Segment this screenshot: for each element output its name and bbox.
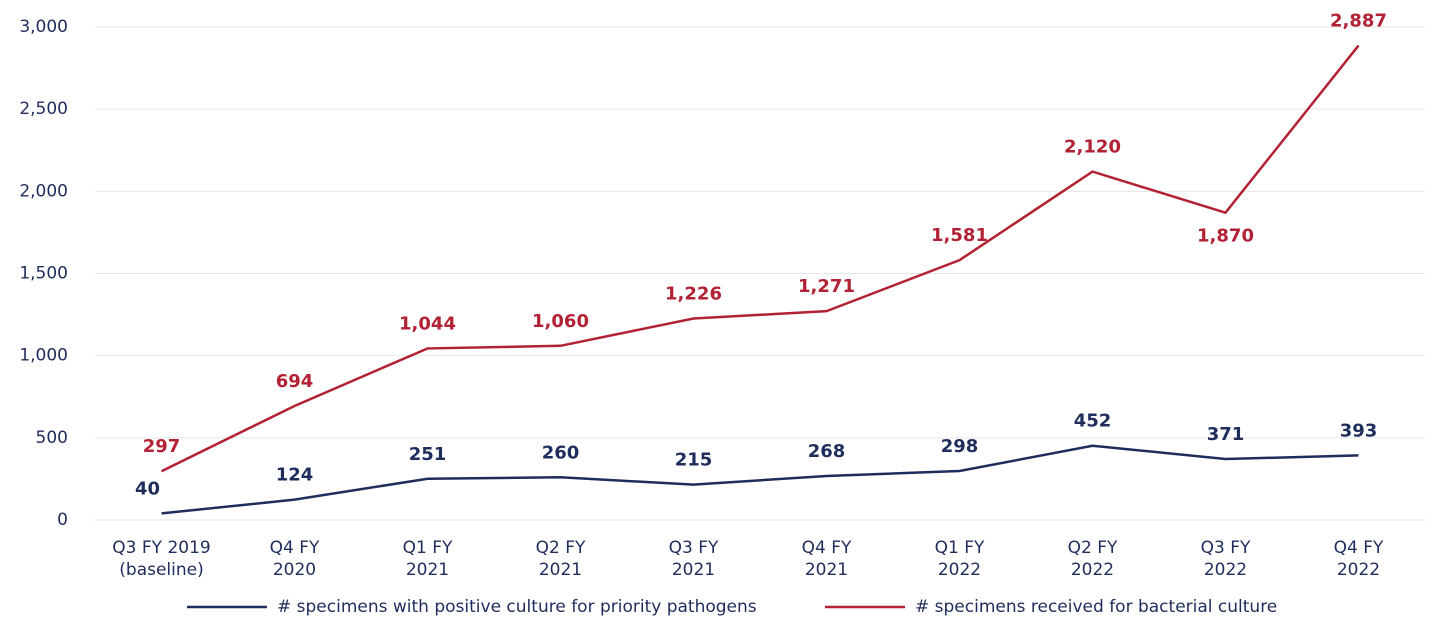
- y-tick-label: 1,000: [19, 346, 68, 366]
- series-line: [161, 444, 1359, 515]
- x-tick-label: Q3 FY 2021: [669, 538, 719, 580]
- data-label: 297: [143, 436, 181, 457]
- data-label: 694: [276, 371, 314, 392]
- y-tick-label: 1,500: [19, 264, 68, 284]
- data-label: 371: [1207, 424, 1245, 445]
- data-label: 251: [409, 444, 447, 465]
- data-label: 215: [675, 450, 713, 471]
- x-tick-label: Q4 FY 2020: [270, 538, 320, 580]
- y-tick-label: 2,000: [19, 181, 68, 201]
- x-tick-label: Q1 FY 2022: [935, 538, 985, 580]
- y-tick-label: 3,000: [19, 17, 68, 37]
- x-tick-label: Q1 FY 2021: [403, 538, 453, 580]
- data-label: 452: [1074, 411, 1112, 432]
- y-tick-label: 2,500: [19, 99, 68, 119]
- y-tick-label: 500: [36, 428, 68, 448]
- data-label: 1,870: [1197, 226, 1254, 247]
- data-label: 268: [808, 441, 846, 462]
- x-tick-label: Q2 FY 2021: [536, 538, 586, 580]
- data-label: 1,271: [798, 276, 855, 297]
- x-tick-label: Q2 FY 2022: [1068, 538, 1118, 580]
- data-label: 1,581: [931, 225, 988, 246]
- data-label: 2,887: [1330, 11, 1387, 32]
- data-label: 298: [941, 436, 979, 457]
- data-label: 2,120: [1064, 137, 1121, 158]
- x-tick-label: Q4 FY 2022: [1334, 538, 1384, 580]
- x-tick-label: Q3 FY 2019 (baseline): [112, 538, 210, 580]
- data-label: 1,044: [399, 313, 456, 334]
- data-label: 1,226: [665, 284, 722, 305]
- series-line: [160, 44, 1360, 473]
- legend-label: # specimens received for bacterial cultu…: [915, 597, 1277, 617]
- x-tick-label: Q3 FY 2022: [1201, 538, 1251, 580]
- data-label: 1,060: [532, 311, 589, 332]
- data-label: 124: [276, 465, 314, 486]
- data-label: 393: [1340, 420, 1378, 441]
- data-label: 260: [542, 442, 580, 463]
- data-label: 40: [135, 478, 160, 499]
- legend-label: # specimens with positive culture for pr…: [277, 597, 757, 617]
- y-tick-label: 0: [57, 510, 68, 530]
- x-tick-label: Q4 FY 2021: [802, 538, 852, 580]
